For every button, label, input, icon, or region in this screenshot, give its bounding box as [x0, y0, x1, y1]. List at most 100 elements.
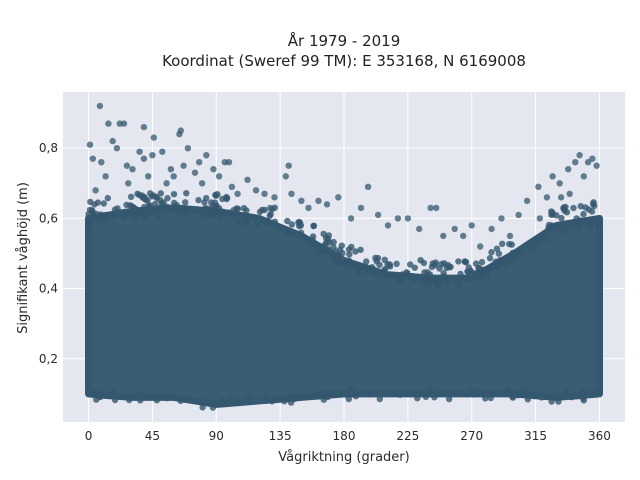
edge-point [393, 260, 400, 267]
edge-point [95, 217, 102, 224]
edge-point [137, 397, 144, 404]
scatter-point [557, 194, 565, 201]
edge-point [146, 392, 154, 399]
edge-point [524, 396, 531, 403]
edge-point [103, 216, 111, 223]
edge-point [481, 389, 488, 396]
edge-point [246, 393, 253, 400]
edge-point [153, 397, 161, 404]
edge-point [199, 404, 206, 411]
edge-point [577, 203, 584, 210]
scatter-point [536, 215, 543, 222]
edge-point [422, 393, 430, 400]
edge-point [486, 255, 494, 262]
edge-point [332, 248, 340, 255]
edge-point [310, 222, 317, 230]
edge-point [352, 248, 359, 255]
edge-point [242, 212, 249, 219]
edge-point [363, 258, 370, 265]
scatter-point [364, 183, 372, 190]
scatter-point [86, 141, 94, 148]
edge-point [410, 275, 418, 283]
edge-point [352, 393, 359, 400]
edge-point [423, 279, 430, 286]
edge-point [157, 190, 164, 197]
edge-point [126, 396, 133, 404]
edge-point [342, 258, 349, 266]
chart-title: År 1979 - 2019 [288, 31, 401, 50]
edge-point [100, 200, 108, 207]
x-tick-label: 360 [588, 429, 611, 443]
edge-point [443, 279, 450, 287]
edge-point [580, 210, 587, 218]
x-tick-label: 90 [209, 429, 224, 443]
edge-point [173, 201, 180, 209]
edge-point [578, 387, 586, 394]
scatter-point [92, 187, 99, 194]
edge-point [264, 394, 271, 401]
edge-point [593, 388, 600, 395]
edge-point [284, 217, 291, 225]
edge-point [95, 393, 103, 400]
edge-point [93, 210, 100, 218]
scatter-point [404, 215, 412, 222]
edge-point [324, 393, 331, 401]
edge-point [376, 395, 383, 403]
scatter-point [288, 190, 295, 197]
scatter-point [576, 152, 583, 159]
edge-point [346, 251, 353, 258]
edge-point [109, 213, 116, 220]
edge-point [330, 238, 337, 246]
dense-band [85, 204, 603, 408]
edge-point [223, 194, 231, 202]
scatter-point [515, 211, 522, 219]
edge-point [180, 395, 188, 402]
scatter-point [271, 194, 278, 201]
edge-point [183, 190, 190, 197]
x-tick-label: 0 [85, 429, 93, 443]
edge-point [87, 219, 94, 226]
scatter-point [556, 180, 563, 187]
edge-point [436, 280, 443, 288]
edge-point [364, 268, 372, 275]
y-tick-label: 0,4 [39, 282, 58, 296]
edge-point [588, 208, 596, 215]
edge-point [519, 251, 526, 258]
edge-point [595, 221, 602, 229]
scatter-point [394, 215, 402, 222]
scatter-point [298, 197, 305, 204]
edge-point [124, 211, 131, 218]
edge-point [488, 249, 495, 256]
scatter-point [105, 120, 112, 127]
edge-point [271, 218, 278, 225]
y-axis-label: Signifikant våghöjd (m) [16, 182, 31, 334]
edge-point [548, 398, 555, 405]
edge-point [309, 236, 316, 243]
edge-point [233, 205, 240, 212]
scatter-point [210, 166, 217, 173]
scatter-point [191, 169, 199, 176]
edge-point [411, 264, 418, 271]
scatter-points [86, 102, 600, 250]
scatter-point [282, 173, 289, 180]
scatter-point [323, 201, 331, 208]
edge-point [254, 220, 261, 227]
edge-point [446, 264, 453, 271]
scatter-point [584, 159, 592, 166]
scatter-point [96, 102, 104, 110]
edge-point [151, 200, 159, 208]
edge-point [504, 387, 511, 394]
edge-point [407, 261, 414, 268]
edge-point [522, 389, 529, 396]
edge-point [570, 204, 577, 212]
scatter-point [468, 222, 475, 229]
edge-point [114, 205, 121, 212]
edge-point [406, 389, 413, 397]
edge-point [563, 389, 570, 396]
scatter-point [593, 162, 600, 169]
edge-point [143, 213, 151, 220]
edge-point [496, 257, 504, 264]
scatter-point [427, 204, 434, 212]
scatter-point [150, 134, 157, 141]
